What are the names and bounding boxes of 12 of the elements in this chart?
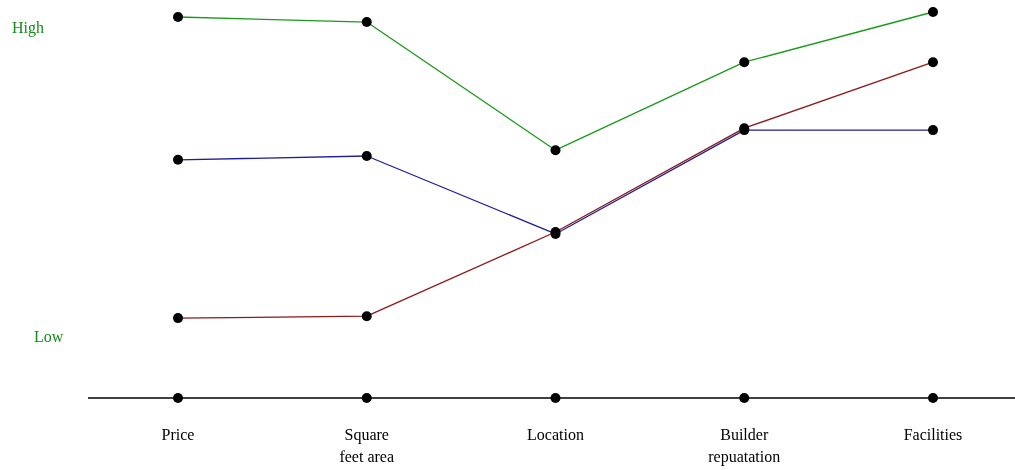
point xyxy=(928,393,938,403)
text: Low xyxy=(34,328,64,345)
point xyxy=(173,393,183,403)
text: High xyxy=(12,19,44,37)
x-tick-label: Builder repuatation xyxy=(708,426,781,466)
x-tick-label: Price xyxy=(161,426,195,443)
x-tick-label: Location xyxy=(527,426,584,443)
point xyxy=(550,393,561,403)
x-tick-label: Square feet area xyxy=(339,426,395,465)
x-tick-label: Facilities xyxy=(903,426,963,443)
point xyxy=(361,393,372,403)
point xyxy=(739,393,750,403)
